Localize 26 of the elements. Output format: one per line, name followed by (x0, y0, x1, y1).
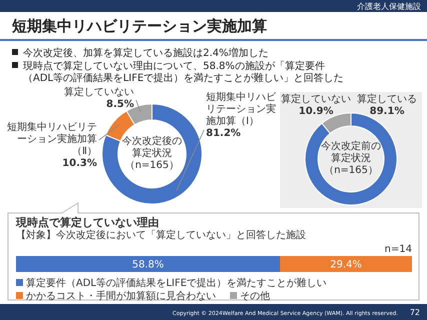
slice-label: 算定していない (281, 93, 351, 105)
chart-subtitle: 【対象】今次改定後において「算定していない」と回答した施設 (16, 229, 306, 241)
data-label: 10.3% (62, 158, 97, 169)
donut-slice (304, 112, 398, 206)
slice-label: 算定している (357, 93, 417, 105)
data-label: 29.4% (330, 260, 362, 270)
data-label: 58.8% (132, 260, 164, 270)
slice-label: 短期集中リハビリテーション実施加算（Ⅰ） (206, 91, 277, 127)
data-label: 89.1% (370, 106, 404, 117)
chart-title: 現時点で算定していない理由 (15, 216, 159, 229)
data-label: 8.5% (106, 99, 134, 110)
legend-label: 算定要件（ADL等の評価結果をLIFEで提出）を満たすことが難しい (26, 277, 327, 289)
chart-title: 短期集中リハビリテーション実施加算 (11, 17, 267, 35)
data-label: 81.2% (206, 128, 241, 139)
text: 介護老人保健施設 (357, 2, 421, 11)
slice-label: 算定していない (64, 86, 134, 98)
text: 今次改定後の算定状況（n=165） (122, 135, 182, 171)
legend-label: かかるコスト・手間が加算額に見合わない (26, 290, 216, 302)
legend-label: その他 (240, 290, 270, 302)
slice-label: 短期集中リハビリテーション実施加算（Ⅱ） (7, 121, 97, 157)
text: 現時点で算定していない理由について、58.8%の施設が「算定要件（ADL等の評価結果をLIFEで提出）を満たすことが難しい」と回答した (23, 60, 344, 84)
text: n=14 (384, 244, 412, 255)
text: 今次改定前の算定状況（n=165） (321, 140, 381, 176)
text: 今次改定後、加算を算定している施設は2.4%増加した (23, 47, 268, 59)
data-label: 10.9% (298, 106, 334, 117)
text: 72 (410, 308, 420, 317)
